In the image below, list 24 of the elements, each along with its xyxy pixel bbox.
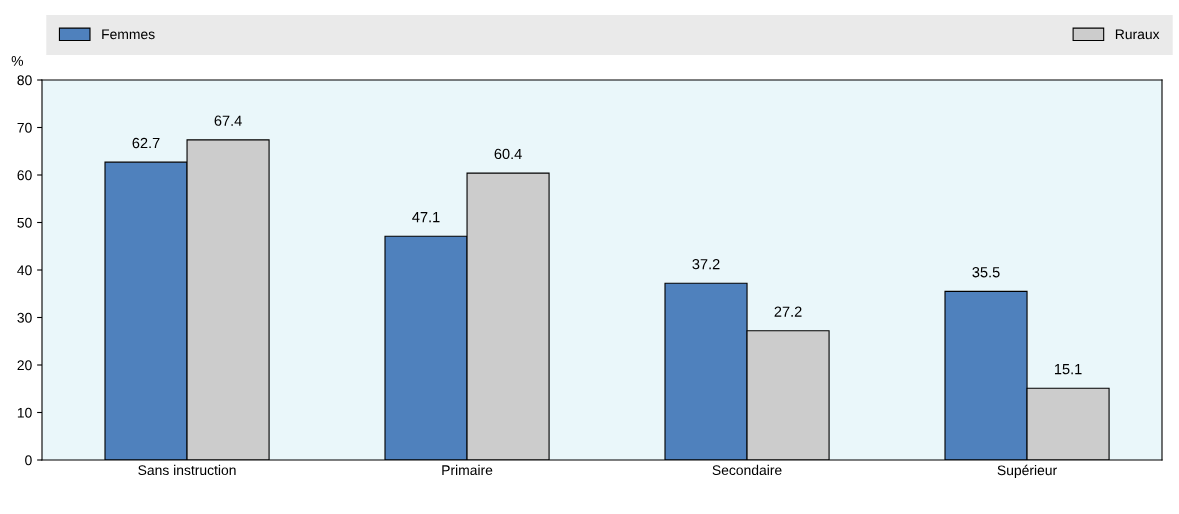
data-label: 15.1	[1054, 364, 1082, 375]
y-tick-label: 60	[17, 170, 32, 181]
data-label: 37.2	[692, 258, 720, 270]
y-tick-label: 30	[17, 312, 32, 323]
data-label: 60.4	[494, 148, 522, 160]
data-label: 67.4	[214, 115, 242, 126]
y-tick-label: 80	[17, 75, 32, 86]
x-tick-label: Sans instruction	[138, 464, 236, 476]
y-tick-label: 70	[17, 122, 32, 133]
x-tick-label: Secondaire	[712, 464, 782, 476]
data-label: 62.7	[132, 137, 160, 149]
x-tick-label: Primaire	[442, 464, 493, 476]
y-tick-label: 20	[17, 360, 32, 371]
data-label: 27.2	[774, 306, 802, 317]
data-label: 35.5	[972, 267, 1000, 278]
legend-label: Ruraux	[1115, 29, 1160, 40]
y-tick-label: 40	[17, 265, 32, 276]
y-tick-label: 0	[25, 455, 32, 466]
x-tick-label: Supérieur	[997, 464, 1057, 478]
y-axis-title: %	[11, 56, 24, 66]
y-tick-label: 10	[17, 407, 32, 418]
data-label: 47.1	[412, 212, 440, 223]
legend-label: Femmes	[102, 29, 155, 40]
y-tick-label: 50	[17, 217, 32, 228]
